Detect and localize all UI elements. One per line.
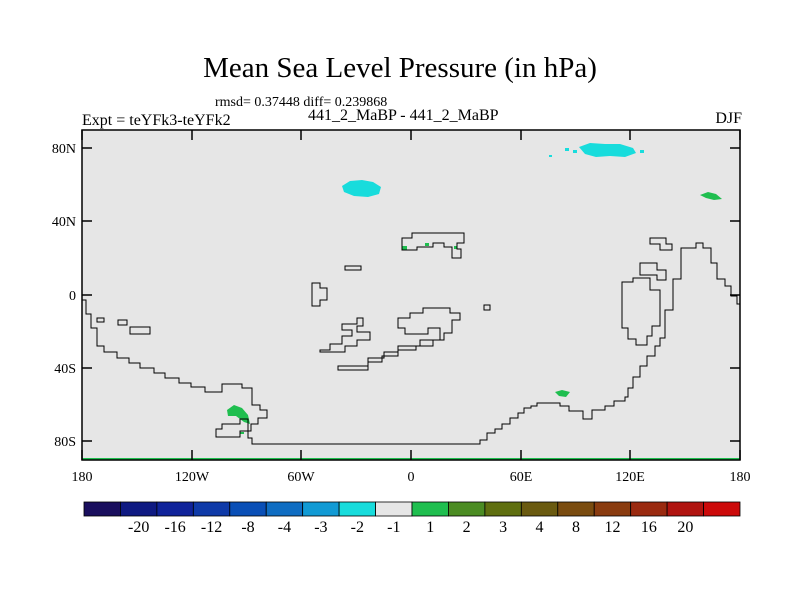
- coastline-new-guinea: [639, 262, 667, 281]
- colorbar-box: [520, 501, 559, 517]
- lon-label-0: 0: [408, 470, 415, 485]
- anomaly-green-speck: [425, 243, 429, 246]
- colorbar-label: -1: [387, 519, 400, 536]
- anomaly-green-southern-ocean: [555, 390, 570, 397]
- coastline-small-island: [344, 265, 362, 271]
- colorbar-label: 4: [536, 519, 544, 536]
- colorbar-box: [666, 501, 704, 517]
- negative-anomaly-patches: [342, 143, 644, 197]
- lon-label-60e: 60E: [510, 470, 533, 485]
- colorbar: [83, 501, 741, 517]
- colorbar-box: [156, 501, 194, 517]
- colorbar-label: 12: [604, 519, 620, 536]
- anomaly-cyan-speck: [573, 150, 577, 153]
- anomaly-green-east-pacific: [700, 192, 722, 200]
- anomaly-cyan-north-atlantic: [342, 180, 381, 197]
- season-label: DJF: [715, 110, 742, 127]
- colorbar-label: 3: [499, 519, 507, 536]
- coastlines: [82, 232, 740, 445]
- colorbar-box: [265, 501, 304, 517]
- colorbar-label: 20: [677, 519, 693, 536]
- coastline-small-island: [483, 304, 491, 311]
- coastline-southern-africa-western: [319, 317, 371, 353]
- colorbar-box: [411, 501, 449, 517]
- anomaly-cyan-arctic: [579, 143, 636, 157]
- longitude-labels: 180 120W 60W 0 60E 120E 180: [72, 470, 751, 485]
- colorbar-label: -12: [201, 519, 222, 536]
- coastline-mediterranean-basin: [401, 232, 465, 259]
- anomaly-cyan-speck: [549, 155, 552, 157]
- anomaly-green-speck: [454, 246, 457, 249]
- colorbar-box: [448, 501, 486, 517]
- colorbar-label: 2: [463, 519, 471, 536]
- colorbar-box: [229, 501, 267, 517]
- colorbar-box: [375, 501, 413, 517]
- colorbar-box: [484, 501, 522, 517]
- lon-label-180-west: 180: [72, 470, 93, 485]
- colorbar-box: [302, 501, 340, 517]
- lon-label-120e: 120E: [615, 470, 645, 485]
- lon-label-180-east: 180: [730, 470, 751, 485]
- anomaly-cyan-speck: [640, 150, 644, 153]
- lat-label-80s: 80S: [54, 435, 76, 450]
- lat-label-40s: 40S: [54, 362, 76, 377]
- coastline-small-island: [96, 317, 105, 323]
- coastline-japan: [649, 237, 673, 251]
- colorbar-box: [703, 501, 741, 517]
- colorbar-labels: -20 -16 -12 -8 -4 -3 -2 -1 1 2 3 4 8 12 16 20: [128, 519, 693, 536]
- longitude-axis: [81, 130, 741, 460]
- colorbar-label: 1: [426, 519, 434, 536]
- experiment-label: Expt = teYFk3-teYFk2: [82, 112, 231, 129]
- colorbar-box: [338, 501, 376, 517]
- latitude-labels: 80N 40N 0 40S 80S: [52, 142, 76, 450]
- coastline-antarctica-americas: [82, 242, 740, 445]
- colorbar-label: -4: [278, 519, 291, 536]
- colorbar-label: -16: [164, 519, 185, 536]
- map-panel: [82, 130, 740, 460]
- lon-label-60w: 60W: [287, 470, 315, 485]
- colorbar-label: -3: [314, 519, 327, 536]
- anomaly-green-speck: [402, 246, 407, 250]
- lat-label-80n: 80N: [52, 142, 76, 157]
- colorbar-label: 8: [572, 519, 580, 536]
- coastline-australia: [621, 277, 661, 346]
- coastline-small-island: [129, 326, 151, 335]
- colorbar-box: [120, 501, 158, 517]
- colorbar-label: -20: [128, 519, 149, 536]
- colorbar-box: [192, 501, 231, 517]
- colorbar-label: 16: [641, 519, 657, 536]
- lat-label-40n: 40N: [52, 215, 76, 230]
- colorbar-box: [593, 501, 632, 517]
- lat-label-0: 0: [69, 289, 76, 304]
- colorbar-label: -2: [351, 519, 364, 536]
- latitude-axis: [82, 147, 740, 442]
- stats-label: rmsd= 0.37448 diff= 0.239868: [215, 95, 388, 110]
- anomaly-green-speck: [240, 432, 244, 434]
- coastline-southern-africa-eastern: [337, 307, 461, 371]
- anomaly-cyan-speck: [565, 148, 569, 151]
- coastline-west-africa-gulf: [311, 282, 328, 307]
- coastline-small-island: [117, 319, 128, 326]
- colorbar-box: [83, 501, 121, 517]
- experiment-subtitle: 441_2_MaBP - 441_2_MaBP: [308, 107, 499, 124]
- colorbar-label: -8: [241, 519, 254, 536]
- colorbar-box: [557, 501, 595, 517]
- colorbar-box: [630, 501, 668, 517]
- map-title: Mean Sea Level Pressure (in hPa): [203, 52, 597, 84]
- lon-label-120w: 120W: [175, 470, 210, 485]
